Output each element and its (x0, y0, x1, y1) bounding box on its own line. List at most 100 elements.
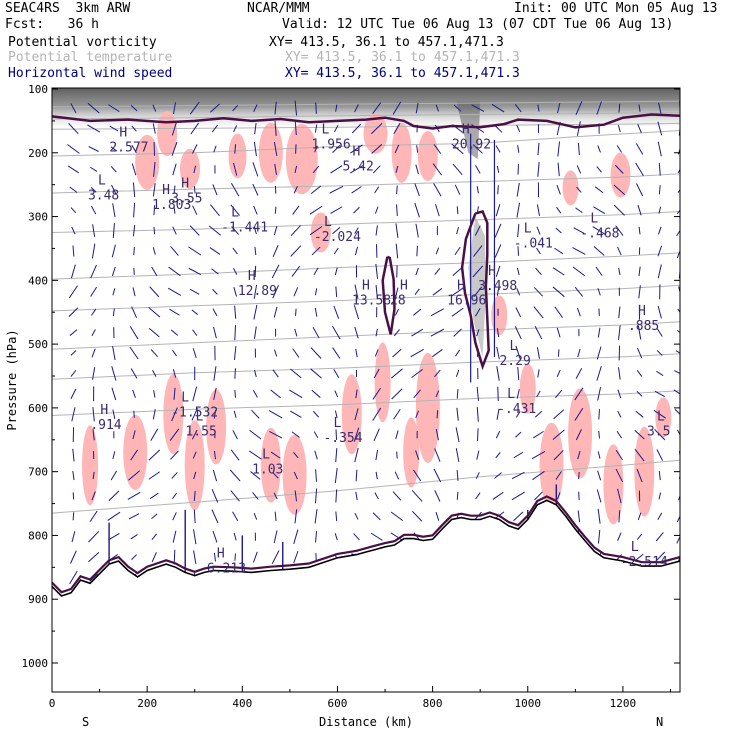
wind-vector (270, 389, 281, 399)
wind-vector (636, 468, 643, 483)
wind-vector (533, 430, 544, 439)
wind-vector (455, 369, 460, 377)
wind-vector (476, 386, 479, 401)
hl-value-25: -2.514 (621, 555, 668, 570)
wind-vector (577, 450, 581, 460)
y-tick-label: 300 (28, 211, 48, 224)
wind-vector (494, 472, 502, 479)
wind-vector (111, 266, 116, 277)
wind-vector (91, 205, 97, 215)
wind-vector (456, 407, 459, 421)
wind-vector (193, 550, 197, 564)
wind-vector (211, 124, 218, 133)
wind-vector (432, 288, 443, 296)
wind-vector (212, 469, 218, 482)
hl-letter-25: L (631, 540, 639, 555)
wind-vector (634, 429, 645, 440)
wind-vector (617, 488, 622, 504)
wind-vector (234, 325, 237, 341)
pink-region-21 (374, 342, 391, 423)
hl-letter-2: H (162, 183, 170, 198)
wind-vector (92, 429, 95, 441)
wind-vector (153, 205, 156, 216)
wind-vector (592, 226, 606, 236)
wind-vector (597, 529, 601, 544)
wind-vector (516, 267, 520, 276)
wind-vector (351, 186, 362, 194)
theta-line-7 (52, 284, 680, 312)
wind-vector (433, 183, 442, 197)
pv-shading-column (468, 216, 486, 357)
wind-vector (573, 227, 585, 234)
wind-vector (497, 185, 499, 195)
wind-vector (635, 410, 644, 418)
wind-vector (451, 143, 464, 155)
wind-vector (617, 532, 622, 541)
wind-vector (391, 368, 403, 379)
wind-vector (330, 206, 343, 214)
wind-vector (168, 266, 181, 277)
wind-vector (193, 529, 197, 545)
wind-vector (596, 489, 602, 503)
wind-vector (572, 247, 586, 255)
wind-vector (372, 387, 381, 400)
wind-vector (133, 202, 136, 218)
wind-vector (516, 182, 520, 197)
wind-vector (496, 346, 500, 360)
wind-vector (291, 265, 301, 277)
wind-vector (271, 264, 280, 279)
pink-region-3 (228, 133, 247, 179)
wind-vector (412, 510, 423, 522)
wind-vector (88, 552, 100, 563)
hl-letter-26: H (217, 547, 225, 562)
wind-vector (354, 408, 359, 421)
wind-vector (355, 491, 358, 501)
wind-vector (597, 288, 601, 296)
wind-vector (191, 429, 198, 440)
wind-vector (635, 143, 644, 155)
wind-vector (148, 471, 161, 480)
wind-vector (575, 101, 583, 115)
wind-vector (334, 533, 338, 541)
wind-vector (133, 410, 135, 418)
wind-vector (572, 266, 586, 277)
wind-vector (234, 144, 237, 154)
wind-vector (657, 512, 663, 521)
wind-vector (496, 408, 500, 420)
pink-region-23 (539, 422, 564, 508)
wind-vector (413, 469, 422, 482)
wind-vector (476, 329, 480, 337)
wind-vector (354, 104, 359, 113)
wind-vector (310, 368, 322, 379)
wind-vector (495, 204, 501, 217)
wind-vector (311, 389, 321, 398)
wind-vector (638, 226, 641, 235)
wind-vector (370, 532, 383, 541)
plot-frame (51, 87, 681, 693)
wind-vector (597, 145, 601, 153)
pv-contour-2 (381, 255, 396, 335)
wind-vector (229, 469, 241, 482)
wind-vector (515, 345, 522, 361)
wind-vector (456, 389, 459, 399)
wind-vector (253, 304, 258, 320)
wind-vector (452, 163, 463, 176)
wind-vector (233, 267, 238, 275)
wind-vector (617, 246, 622, 256)
wind-vector (574, 407, 584, 421)
pink-region-24 (568, 388, 593, 479)
wind-vector (395, 430, 399, 439)
wind-vector (270, 451, 281, 459)
hl-letter-4: L (231, 205, 239, 220)
wind-vector (654, 551, 666, 563)
wind-vector (576, 186, 582, 193)
wind-vector (230, 449, 240, 461)
wind-vector (151, 513, 158, 519)
wind-vector (213, 387, 217, 400)
y-tick-label: 900 (28, 593, 48, 606)
wind-vector (676, 249, 680, 259)
wind-vector (676, 429, 680, 436)
wind-vector (291, 431, 300, 438)
wind-vector (374, 186, 380, 194)
wind-vector (615, 450, 623, 461)
